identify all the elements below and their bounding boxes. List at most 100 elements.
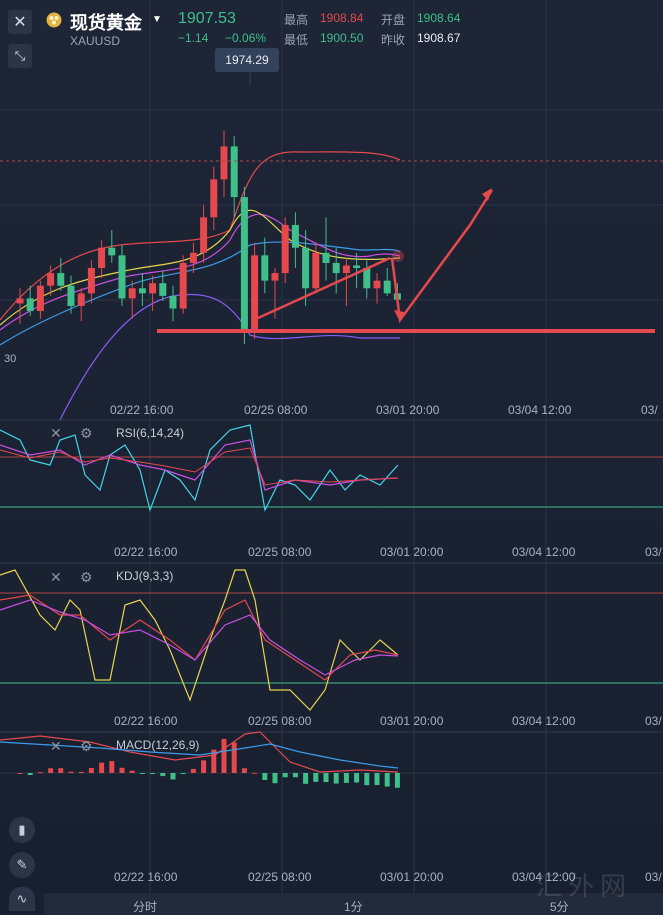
candle-body <box>353 265 361 268</box>
high-label: 最高 <box>284 13 309 27</box>
draw-pen-icon[interactable]: ✎ <box>9 852 35 878</box>
x-axis-tick: 02/22 16:00 <box>114 870 178 884</box>
kdj-j-line <box>0 569 399 711</box>
x-axis-tick: 03/01 20:00 <box>376 403 440 417</box>
macd-histogram-bar <box>150 773 156 774</box>
macd-histogram-bar <box>78 771 84 773</box>
kdj-title: KDJ(9,3,3) <box>116 569 174 583</box>
candle-body <box>118 255 126 299</box>
candle-body <box>342 265 350 274</box>
candle-body <box>47 273 55 286</box>
y-axis-tick: 30 <box>4 353 17 365</box>
candle-body <box>251 255 259 332</box>
candle-body <box>149 283 157 294</box>
candle-body <box>169 295 177 309</box>
macd-histogram-bar <box>241 768 247 773</box>
x-axis-tick: 03/04 12:00 <box>512 545 576 559</box>
candle-body <box>108 247 116 256</box>
candle-body <box>332 262 340 274</box>
prev-close-value: 1908.67 <box>417 31 461 45</box>
trend-arrow-line <box>257 256 391 320</box>
macd-dif-line <box>0 731 399 773</box>
price-change: −1.14 <box>178 31 209 45</box>
last-price: 1907.53 <box>178 10 236 27</box>
candle-body <box>230 146 238 198</box>
open-value: 1908.64 <box>417 11 461 25</box>
settings-gear-icon[interactable]: ⚙ <box>80 738 93 754</box>
timeframe-tab[interactable]: 5分 <box>550 900 569 914</box>
x-axis-tick: 03/ <box>641 403 658 417</box>
timeframe-tab[interactable]: 分时 <box>133 900 158 914</box>
macd-histogram-bar <box>119 767 125 773</box>
timeframe-bar <box>44 893 663 915</box>
macd-histogram-bar <box>68 771 74 773</box>
close-icon[interactable]: ✕ <box>8 10 32 34</box>
candlestick-tool-icon[interactable]: ▮ <box>9 817 35 843</box>
macd-histogram-bar <box>58 768 64 773</box>
candle-body <box>57 273 65 286</box>
last-price-marker <box>392 250 404 262</box>
macd-histogram-bar <box>180 773 186 774</box>
macd-histogram-bar <box>17 773 23 774</box>
low-value: 1900.50 <box>320 31 364 45</box>
macd-histogram-bar <box>99 762 105 773</box>
x-axis-tick: 03/01 20:00 <box>380 545 444 559</box>
candle-body <box>67 285 75 306</box>
peak-price-tag: 1974.29 <box>215 48 279 72</box>
candle-body <box>200 217 208 253</box>
instrument-symbol: XAUUSD <box>70 34 121 48</box>
rsi-line-fast <box>0 424 399 513</box>
rsi-line-slow <box>0 447 399 486</box>
macd-histogram-bar <box>27 773 33 776</box>
macd-histogram-bar <box>364 773 370 786</box>
settings-gear-icon[interactable]: ⚙ <box>80 425 93 441</box>
price-change-percent: −0.06% <box>225 31 267 45</box>
shrink-icon[interactable]: ⤡ <box>8 44 32 68</box>
kdj-k-line <box>0 594 399 681</box>
candle-body <box>302 247 310 289</box>
candle-body <box>220 146 228 180</box>
macd-histogram-bar <box>252 772 258 774</box>
candle-body <box>322 252 330 263</box>
instrument-title[interactable]: 现货黄金 <box>70 13 142 33</box>
macd-histogram-bar <box>313 773 319 782</box>
macd-histogram-bar <box>211 749 217 773</box>
x-axis-tick: 03/ <box>645 545 662 559</box>
low-label: 最低 <box>284 33 309 47</box>
dropdown-caret-icon[interactable]: ▼ <box>152 14 162 25</box>
macd-histogram-bar <box>231 742 237 773</box>
close-panel-icon[interactable]: ✕ <box>50 738 62 754</box>
candle-body <box>261 255 269 281</box>
candle-body <box>128 288 136 299</box>
macd-histogram-bar <box>88 768 94 773</box>
candle-body <box>26 298 34 312</box>
x-axis-tick: 03/01 20:00 <box>380 714 444 728</box>
timeframe-tab[interactable]: 1分 <box>344 900 363 914</box>
macd-dea-line <box>0 741 399 769</box>
x-axis-tick: 02/22 16:00 <box>114 714 178 728</box>
macd-histogram-bar <box>384 773 390 787</box>
settings-gear-icon[interactable]: ⚙ <box>80 569 93 585</box>
candle-body <box>16 298 24 304</box>
candle-body <box>189 252 197 263</box>
candle-body <box>87 268 95 294</box>
macd-histogram-bar <box>190 768 196 773</box>
macd-histogram-bar <box>333 773 339 784</box>
candle-body <box>77 293 85 306</box>
macd-histogram-bar <box>323 773 329 783</box>
indicator-icon[interactable]: ∿ <box>9 887 35 911</box>
x-axis-tick: 02/25 08:00 <box>248 870 312 884</box>
macd-histogram-bar <box>129 770 135 773</box>
open-label: 开盘 <box>381 13 406 27</box>
close-panel-icon[interactable]: ✕ <box>50 425 62 441</box>
arrow-head-down <box>394 310 404 322</box>
close-panel-icon[interactable]: ✕ <box>50 569 62 585</box>
x-axis-tick: 03/01 20:00 <box>380 870 444 884</box>
kdj-d-line <box>0 599 399 676</box>
x-axis-tick: 03/ <box>645 870 662 884</box>
candle-body <box>98 247 106 268</box>
macd-histogram-bar <box>221 738 227 773</box>
x-axis-tick: 02/25 08:00 <box>244 403 308 417</box>
